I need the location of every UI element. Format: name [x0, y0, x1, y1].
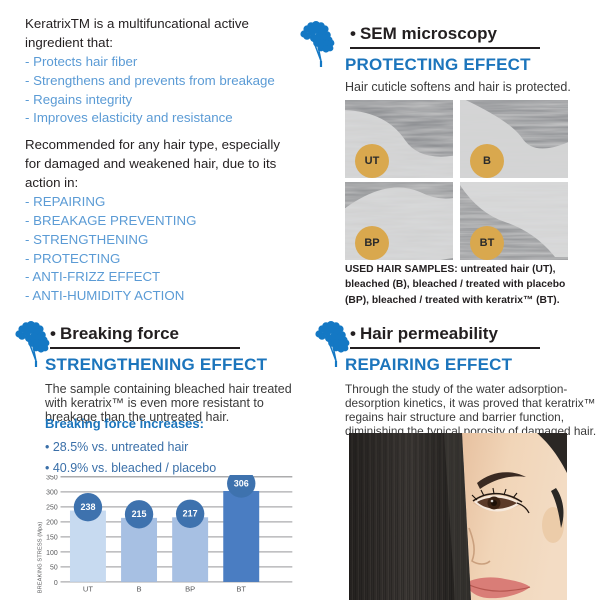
svg-text:217: 217 — [183, 509, 198, 519]
svg-text:50: 50 — [50, 565, 58, 572]
svg-text:BREAKING STRESS (Mpa): BREAKING STRESS (Mpa) — [38, 521, 44, 593]
svg-text:100: 100 — [46, 550, 58, 557]
svg-text:UT: UT — [83, 584, 93, 593]
svg-text:BT: BT — [236, 584, 246, 593]
svg-text:BP: BP — [185, 584, 195, 593]
svg-text:350: 350 — [46, 475, 58, 482]
svg-text:215: 215 — [132, 509, 147, 519]
svg-text:200: 200 — [46, 520, 58, 527]
svg-text:306: 306 — [234, 478, 249, 488]
svg-text:B: B — [137, 584, 142, 593]
svg-text:150: 150 — [46, 535, 58, 542]
svg-text:250: 250 — [46, 505, 58, 512]
svg-text:300: 300 — [46, 490, 58, 497]
svg-text:0: 0 — [54, 580, 58, 587]
svg-text:238: 238 — [80, 502, 95, 512]
